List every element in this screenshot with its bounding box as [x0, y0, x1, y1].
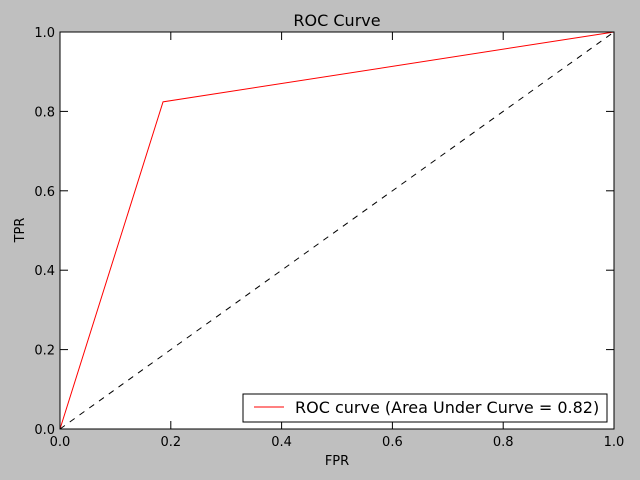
y-axis-label: TPR	[13, 218, 28, 244]
chart-title: ROC Curve	[293, 11, 380, 30]
y-tick-label: 0.0	[34, 423, 55, 438]
y-tick-label: 0.8	[34, 105, 55, 120]
x-tick-label: 0.2	[160, 435, 181, 450]
x-tick-label: 1.0	[604, 435, 625, 450]
x-tick-label: 0.0	[50, 435, 71, 450]
plot-frame	[59, 31, 615, 430]
x-tick-label: 0.4	[271, 435, 292, 450]
y-tick-label: 0.2	[34, 344, 55, 359]
x-tick-label: 0.8	[493, 435, 514, 450]
diagonal-reference-line	[59, 31, 615, 430]
y-tick-label: 0.4	[34, 264, 55, 279]
x-tick-label: 0.6	[382, 435, 403, 450]
legend-box	[242, 393, 608, 423]
x-axis-label: FPR	[325, 454, 349, 469]
tick-layer: 0.0 0.2 0.4 0.6 0.8 1.0 0.0 0.2 0.4 0.6 0.8 1.0	[34, 26, 624, 450]
series-layer	[59, 31, 615, 430]
roc-curve-line	[59, 31, 615, 430]
y-tick-label: 1.0	[34, 26, 55, 41]
y-tick-label: 0.6	[34, 185, 55, 200]
legend-label-roc: ROC curve (Area Under Curve = 0.82)	[295, 398, 599, 417]
legend: ROC curve (Area Under Curve = 0.82)	[242, 393, 608, 423]
